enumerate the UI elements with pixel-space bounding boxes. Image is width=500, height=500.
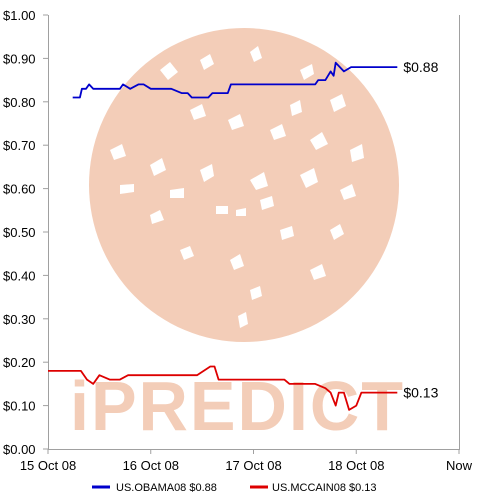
y-tick-label: $0.40 <box>3 268 36 283</box>
series-end-label-1: $0.13 <box>403 385 438 401</box>
series-line-1 <box>48 365 398 411</box>
x-tick-label: Now <box>446 458 473 473</box>
x-tick-label: 17 Oct 08 <box>225 458 281 473</box>
y-tick-label: $0.70 <box>3 138 36 153</box>
y-tick-label: $0.20 <box>3 355 36 370</box>
watermark: iPREDICT <box>70 28 403 445</box>
end-labels: $0.88 $0.13 <box>403 59 438 401</box>
series-line-0 <box>72 61 398 99</box>
x-tick-label: 15 Oct 08 <box>20 458 76 473</box>
y-tick-label: $0.10 <box>3 399 36 414</box>
x-tick-label: 18 Oct 08 <box>328 458 384 473</box>
y-tick-label: $1.00 <box>3 8 36 23</box>
y-tick-label: $0.60 <box>3 182 36 197</box>
legend-label-obama: US.OBAMA08 $0.88 <box>116 482 217 494</box>
legend: US.OBAMA08 $0.88 US.MCCAIN08 $0.13 <box>92 482 377 494</box>
x-axis: 15 Oct 08 16 Oct 08 17 Oct 08 18 Oct 08 Now <box>20 449 473 473</box>
series-end-label-0: $0.88 <box>403 59 438 75</box>
watermark-globe-cutouts <box>110 46 364 328</box>
y-tick-label: $0.30 <box>3 312 36 327</box>
y-axis: $0.00 $0.10 $0.20 $0.30 $0.40 $0.50 $0.60 $0.70… <box>3 8 48 457</box>
series-layer <box>48 61 398 411</box>
watermark-globe <box>89 28 399 342</box>
legend-label-mccain: US.MCCAIN08 $0.13 <box>272 482 377 494</box>
y-tick-label: $0.00 <box>3 442 36 457</box>
y-tick-label: $0.80 <box>3 95 36 110</box>
y-tick-label: $0.50 <box>3 225 36 240</box>
y-tick-label: $0.90 <box>3 51 36 66</box>
x-tick-label: 16 Oct 08 <box>123 458 179 473</box>
